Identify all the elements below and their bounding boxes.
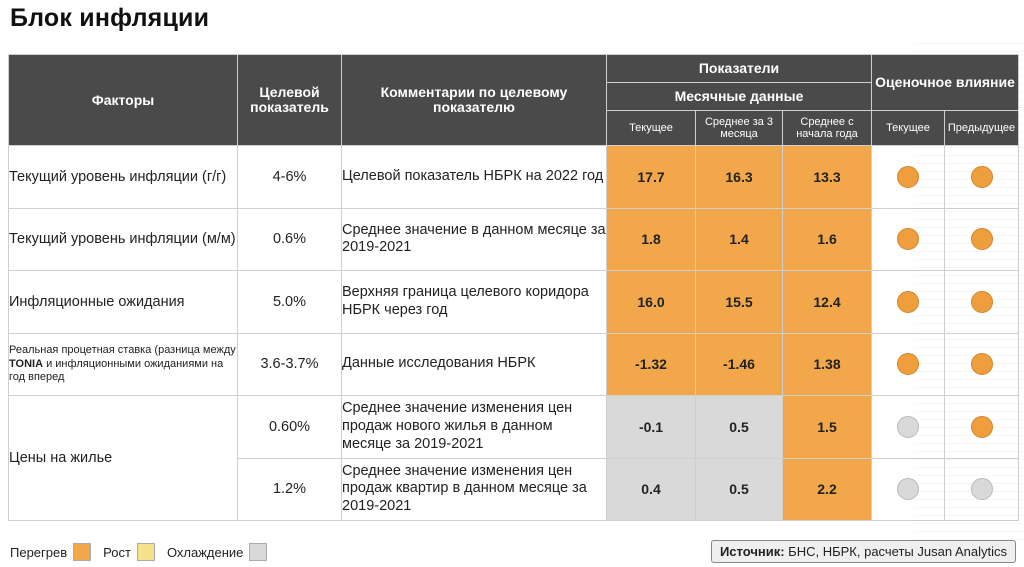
impact-indicator-icon [970,478,993,501]
legend-swatch-overheat [73,543,92,561]
impact-current-cell [871,207,945,271]
table-row: Инфляционные ожидания 5.0% Верхняя грани… [8,270,1020,334]
factor-text: и инфляционными ожиданиями на год вперед [9,357,224,383]
impact-indicator-icon [970,228,993,251]
impact-indicator-icon [970,415,993,438]
factor-cell: Цены на жилье [8,395,238,521]
legend-label: Перегрев [10,544,68,560]
header-ytd: Среднее с начала года [782,110,872,146]
value-avg3: -1.46 [695,332,783,396]
value-avg3: 1.4 [695,207,783,271]
value-current: -1.32 [606,332,696,396]
header-impact: Оценочное влияние [870,54,1020,111]
table-row: Реальная процетная ставка (разница между… [8,332,1020,396]
value-current: 17.7 [606,145,696,209]
factor-text: Реальная процетная ставка (разница между [9,344,236,357]
factor-cell: Текущий уровень инфляции (г/г) [8,145,238,209]
impact-prev-cell [943,332,1020,396]
factor-cell: Инфляционные ожидания [8,270,238,334]
impact-indicator-icon [897,353,919,376]
legend-label: Рост [103,544,131,560]
comment-cell: Среднее значение изменения цен продаж но… [341,395,607,459]
value-ytd: 12.4 [782,270,872,334]
impact-indicator-icon [970,290,993,313]
comment-cell: Данные исследования НБРК [341,332,607,396]
value-ytd: 1.5 [782,395,872,459]
target-cell: 0.60% [237,395,342,459]
factor-text-bold: TONIA [9,357,44,370]
impact-indicator-icon [897,290,919,313]
table-row: Цены на жилье 0.60% Среднее значение изм… [8,395,1020,521]
table-row: Текущий уровень инфляции (г/г) 4-6% Целе… [8,145,1020,209]
target-cell: 5.0% [237,270,342,334]
page-title: Блок инфляции [10,4,210,32]
header-target: Целевой показатель [237,54,342,146]
header-impact-current: Текущее [871,110,945,146]
target-cell: 1.2% [237,457,342,521]
impact-prev-cell [943,395,1020,459]
table-row: Текущий уровень инфляции (м/м) 0.6% Сред… [8,207,1020,271]
target-cell: 3.6-3.7% [237,332,342,396]
impact-prev-cell [943,145,1020,209]
header-impact-prev: Предыдущее [943,110,1020,146]
impact-indicator-icon [970,353,993,376]
legend: Перегрев Рост Охлаждение [10,540,279,564]
impact-current-cell [871,332,945,396]
target-cell: 0.6% [237,207,342,271]
value-current: -0.1 [606,395,696,459]
legend-item-growth: Рост [103,543,155,561]
impact-indicator-icon [897,478,919,501]
header-comments: Комментарии по целевому показателю [341,54,607,146]
impact-indicator-icon [897,415,919,438]
inflation-table: Факторы Целевой показатель Комментарии п… [8,54,1020,521]
value-ytd: 1.38 [782,332,872,396]
target-cell: 4-6% [237,145,342,209]
comment-cell: Среднее значение изменения цен продаж кв… [341,457,607,521]
legend-swatch-cooling [249,543,268,561]
source-label: Источник: [719,544,785,559]
value-avg3: 16.3 [695,145,783,209]
impact-prev-cell [943,207,1020,271]
legend-label: Охлаждение [166,544,244,560]
value-avg3: 0.5 [695,457,783,521]
value-ytd: 13.3 [782,145,872,209]
impact-current-cell [871,145,945,209]
header-factors: Факторы [8,54,238,146]
factor-cell: Реальная процетная ставка (разница между… [8,332,238,396]
value-current: 0.4 [606,457,696,521]
impact-indicator-icon [897,228,919,251]
header-avg3: Среднее за 3 месяца [695,110,783,146]
table-row: 1.2% Среднее значение изменения цен прод… [9,457,1020,521]
value-avg3: 15.5 [695,270,783,334]
header-indicators: Показатели [606,54,872,83]
header-monthly: Месячные данные [606,82,872,111]
value-ytd: 2.2 [782,457,872,521]
factor-cell: Текущий уровень инфляции (м/м) [8,207,238,271]
header-current: Текущее [606,110,696,146]
legend-item-overheat: Перегрев [10,543,92,561]
impact-current-cell [871,457,945,521]
value-avg3: 0.5 [695,395,783,459]
impact-prev-cell [943,457,1020,521]
comment-cell: Среднее значение в данном месяце за 2019… [341,207,607,271]
legend-swatch-growth [136,543,155,561]
impact-current-cell [871,395,945,459]
value-current: 16.0 [606,270,696,334]
value-ytd: 1.6 [782,207,872,271]
impact-indicator-icon [970,165,993,188]
comment-cell: Верхняя граница целевого коридора НБРК ч… [341,270,607,334]
comment-cell: Целевой показатель НБРК на 2022 год [341,145,607,209]
legend-item-cooling: Охлаждение [166,543,268,561]
source-text: БНС, НБРК, расчеты Jusan Analytics [784,544,1007,559]
source-note: Источник: БНС, НБРК, расчеты Jusan Analy… [710,540,1016,563]
value-current: 1.8 [606,207,696,271]
impact-indicator-icon [897,165,919,188]
impact-prev-cell [943,270,1020,334]
impact-current-cell [871,270,945,334]
